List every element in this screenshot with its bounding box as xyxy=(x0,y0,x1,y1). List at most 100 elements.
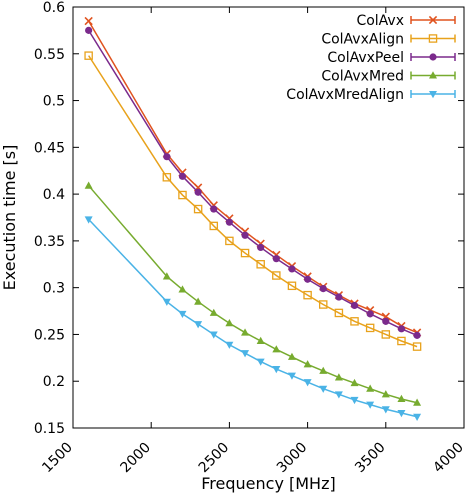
x-tick-label: 2000 xyxy=(118,440,155,477)
data-point xyxy=(272,366,281,374)
series-line xyxy=(88,185,418,404)
data-point xyxy=(335,293,343,301)
y-tick-label: 0.2 xyxy=(43,374,65,390)
data-point xyxy=(350,378,359,387)
data-point xyxy=(412,342,422,351)
data-point xyxy=(209,331,218,339)
data-point xyxy=(194,297,203,305)
x-axis-title: Frequency [MHz] xyxy=(201,474,335,493)
data-point xyxy=(241,328,250,336)
series-colavxpeel xyxy=(85,26,421,339)
data-point xyxy=(225,218,233,226)
data-point xyxy=(84,216,93,224)
data-point xyxy=(366,310,374,318)
series-colavxalign xyxy=(84,51,422,351)
data-point xyxy=(84,16,93,26)
data-point xyxy=(178,172,187,180)
legend-marker xyxy=(428,15,438,25)
data-point xyxy=(350,301,359,310)
legend-entry: ColAvx xyxy=(356,13,456,29)
data-point xyxy=(194,321,203,329)
data-point xyxy=(350,396,359,405)
data-point xyxy=(334,391,343,399)
data-point xyxy=(162,298,171,306)
data-point xyxy=(303,379,312,387)
data-point xyxy=(381,390,390,398)
legend-label: ColAvxAlign xyxy=(321,32,404,48)
data-point xyxy=(319,285,327,293)
data-point xyxy=(163,153,171,161)
data-point-stroke xyxy=(84,16,93,26)
data-point xyxy=(225,236,234,246)
data-point xyxy=(209,221,219,231)
data-point xyxy=(162,173,172,182)
legend-entry: ColAvxMred xyxy=(321,69,456,85)
data-point xyxy=(209,308,218,316)
y-axis-title: Execution time [s] xyxy=(0,145,19,291)
series-colavxmredalign xyxy=(84,216,422,421)
y-tick-label: 0.35 xyxy=(34,234,65,250)
plot-frame xyxy=(72,6,465,429)
data-point xyxy=(397,325,406,333)
data-point xyxy=(318,300,328,309)
x-tick-label: 1500 xyxy=(39,440,76,477)
data-point xyxy=(178,285,187,293)
data-point xyxy=(84,51,93,60)
series-colavxmred xyxy=(84,181,422,406)
data-point xyxy=(256,260,265,269)
legend-entry: ColAvxPeel xyxy=(327,50,456,66)
legend-marker xyxy=(429,71,437,79)
y-tick-label: 0.4 xyxy=(43,187,65,203)
data-point xyxy=(303,360,312,368)
data-point xyxy=(256,358,265,366)
x-tick-label: 3000 xyxy=(274,440,311,477)
data-point xyxy=(397,410,406,418)
legend-entry: ColAvxAlign xyxy=(321,32,456,48)
x-tick-label: 2500 xyxy=(196,440,233,477)
data-point xyxy=(382,317,390,325)
data-point xyxy=(272,255,280,263)
legend-label: ColAvxPeel xyxy=(327,50,404,66)
data-point xyxy=(256,336,265,344)
data-point xyxy=(381,406,390,414)
data-point xyxy=(240,248,250,258)
data-point xyxy=(225,319,234,327)
data-point xyxy=(178,310,187,319)
legend-marker xyxy=(429,91,437,99)
y-tick-label: 0.25 xyxy=(34,327,65,343)
data-point xyxy=(84,181,93,189)
data-point xyxy=(287,352,296,360)
data-point xyxy=(413,331,421,339)
data-point xyxy=(85,26,93,34)
data-point xyxy=(334,373,343,381)
x-tick-label: 3500 xyxy=(352,440,389,477)
legend-marker xyxy=(428,34,438,43)
legend-label: ColAvx xyxy=(356,13,404,29)
data-point xyxy=(241,350,250,358)
data-point xyxy=(241,231,249,239)
data-point xyxy=(287,281,297,291)
data-point xyxy=(288,265,296,273)
data-point xyxy=(162,272,171,280)
plot-area xyxy=(84,16,422,421)
data-point xyxy=(365,323,375,333)
y-tick-label: 0.6 xyxy=(43,0,65,16)
data-point xyxy=(381,330,391,339)
data-point xyxy=(397,336,406,346)
data-point xyxy=(257,243,265,252)
y-tick-label: 0.45 xyxy=(34,140,65,156)
data-point xyxy=(193,204,203,214)
data-point xyxy=(194,188,202,196)
legend-marker-stroke xyxy=(428,15,438,25)
data-point xyxy=(413,413,422,421)
x-tick-label: 4000 xyxy=(430,440,467,477)
data-point xyxy=(272,345,281,353)
data-point xyxy=(225,341,234,349)
y-tick-label: 0.15 xyxy=(34,421,65,437)
legend-label: ColAvxMred xyxy=(321,69,404,85)
data-point xyxy=(397,394,406,402)
data-point xyxy=(178,190,187,200)
data-point xyxy=(287,372,296,380)
data-point xyxy=(334,308,344,318)
